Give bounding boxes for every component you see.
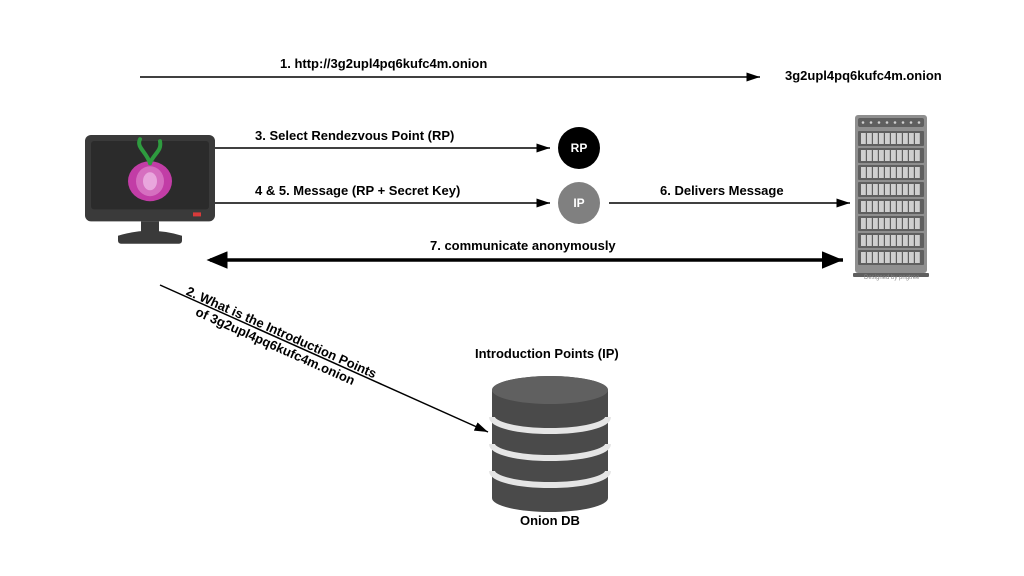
step6-label: 6. Delivers Message [660, 183, 784, 198]
credit-label: Designed by pngtree [864, 275, 919, 281]
step45-label: 4 & 5. Message (RP + Secret Key) [255, 183, 460, 198]
client-monitor-icon [85, 135, 215, 244]
step1-label: 1. http://3g2upl4pq6kufc4m.onion [280, 56, 487, 71]
rp-node-label: RP [571, 141, 588, 155]
oniondb-label: Onion DB [520, 513, 580, 528]
ip-node-label: IP [573, 196, 584, 210]
onion-db-icon [492, 376, 608, 512]
server-rack-icon [853, 115, 929, 277]
ip-title-label: Introduction Points (IP) [475, 346, 619, 361]
domain-label: 3g2upl4pq6kufc4m.onion [785, 68, 942, 83]
step3-label: 3. Select Rendezvous Point (RP) [255, 128, 454, 143]
diagram-svg: RP IP [0, 0, 1024, 576]
step7-label: 7. communicate anonymously [430, 238, 616, 253]
